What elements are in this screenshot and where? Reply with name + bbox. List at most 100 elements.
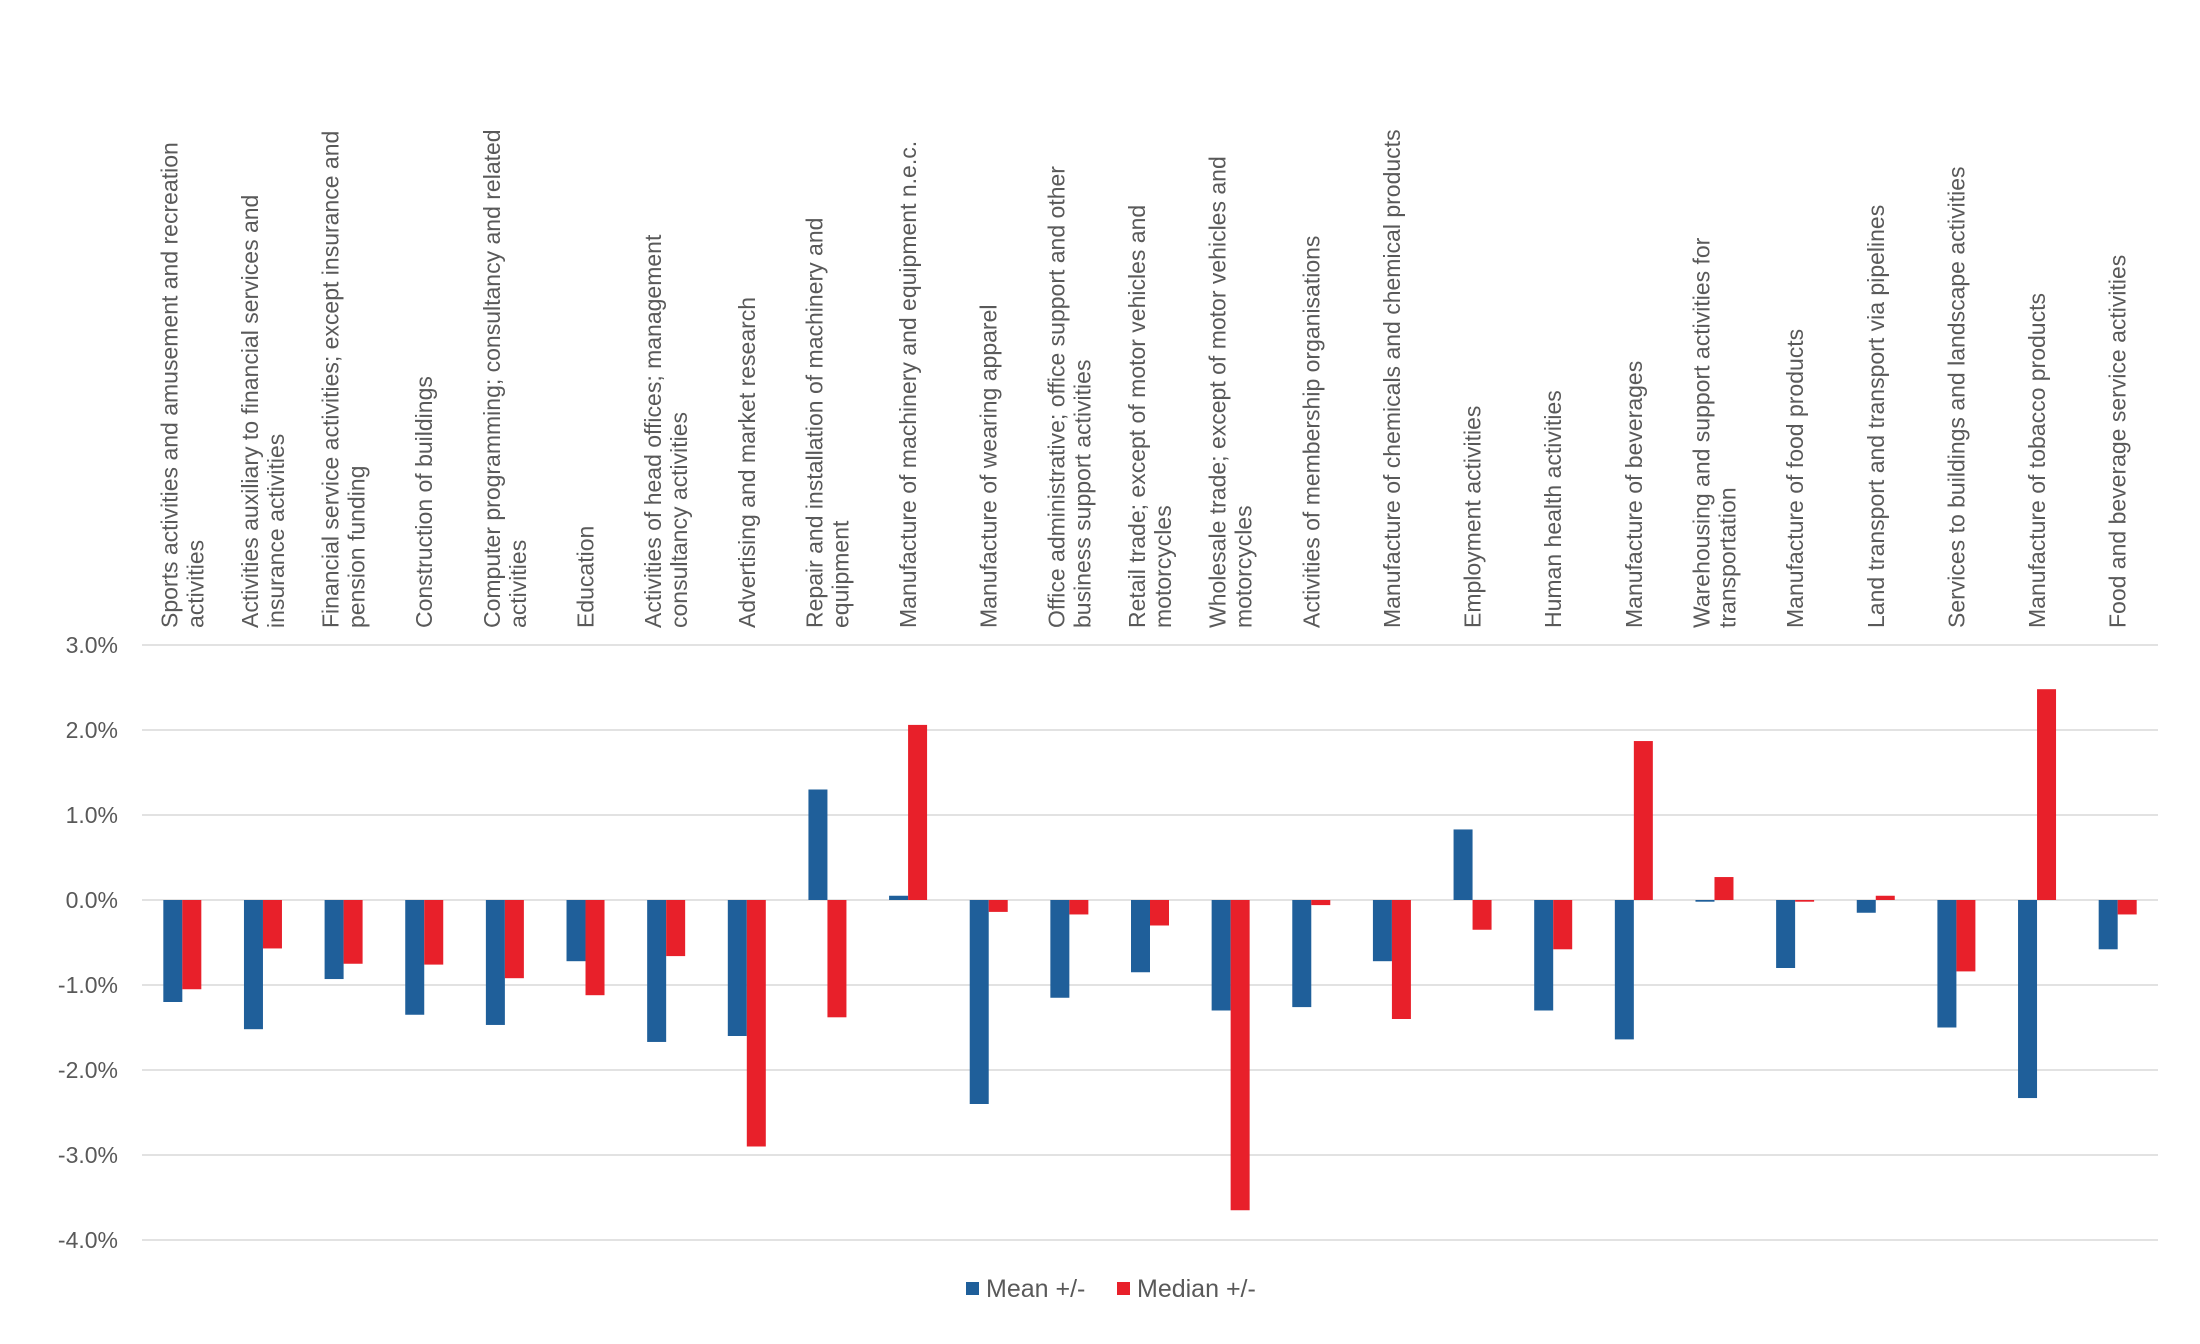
bar-median — [182, 900, 202, 990]
category-label: Manufacture of beverages — [1621, 361, 1647, 628]
category-label: Manufacture of chemicals and chemical pr… — [1379, 129, 1405, 628]
bar-mean — [1453, 829, 1473, 900]
category-label: Activities of head offices; management — [640, 234, 666, 628]
bar-mean — [2098, 900, 2118, 950]
bar-median — [1633, 741, 1653, 900]
category-label: transportation — [1714, 487, 1740, 628]
bar-mean — [889, 895, 909, 900]
category-label: Manufacture of food products — [1782, 329, 1808, 628]
category-label: Computer programming; consultancy and re… — [479, 129, 505, 628]
gridlines — [142, 644, 2158, 1241]
bar-median — [1553, 900, 1573, 950]
bar-median — [1714, 877, 1734, 900]
bar-median — [1875, 895, 1895, 900]
y-tick-label: -2.0% — [58, 1057, 118, 1083]
category-label: Wholesale trade; except of motor vehicle… — [1205, 156, 1231, 628]
category-label: Land transport and transport via pipelin… — [1863, 205, 1889, 628]
bar-median — [1150, 900, 1169, 926]
bar-mean — [566, 900, 586, 962]
legend: Mean +/- Median +/- — [966, 1275, 1256, 1303]
legend-label-mean: Mean +/- — [986, 1275, 1085, 1303]
bar-mean — [405, 900, 425, 1015]
y-tick-label: 3.0% — [66, 632, 118, 658]
category-label: Sports activities and amusement and recr… — [156, 142, 182, 628]
bar-mean — [1534, 900, 1554, 1011]
category-label: pension funding — [344, 466, 370, 628]
category-label: Construction of buildings — [411, 376, 437, 628]
y-tick-label: -3.0% — [58, 1142, 118, 1168]
bar-mean — [1614, 900, 1634, 1040]
category-label: Retail trade; except of motor vehicles a… — [1124, 205, 1150, 628]
category-label: equipment — [827, 520, 853, 628]
category-label: Manufacture of machinery and equipment n… — [895, 141, 921, 628]
bar-mean — [163, 900, 183, 1002]
y-tick-label: -4.0% — [58, 1227, 118, 1253]
category-label: activities — [505, 540, 531, 628]
bar-mean — [2018, 900, 2038, 1099]
bar-median — [1795, 900, 1815, 902]
bar-mean — [1856, 900, 1876, 913]
bar-median — [827, 900, 847, 1018]
category-label: consultancy activities — [666, 412, 692, 628]
bar-median — [1230, 900, 1250, 1211]
category-label: business support activities — [1069, 360, 1095, 628]
bar-mean — [647, 900, 667, 1042]
category-labels: Sports activities and amusement and recr… — [156, 129, 2130, 628]
category-label: Financial service activities; except ins… — [318, 131, 344, 628]
category-label: Education — [573, 526, 599, 628]
y-axis-tick-labels: 3.0% 2.0% 1.0% 0.0% -1.0% -2.0% -3.0% -4.0% — [58, 632, 118, 1253]
bar-median — [585, 900, 605, 996]
bar-median — [2117, 900, 2137, 915]
category-label: Employment activities — [1460, 406, 1486, 628]
y-tick-label: -1.0% — [58, 972, 118, 998]
y-tick-label: 1.0% — [66, 802, 118, 828]
bar-median — [908, 724, 928, 900]
bar-mean — [1211, 900, 1231, 1011]
bar-median — [988, 900, 1008, 912]
bar-median — [424, 900, 444, 965]
bar-mean — [1292, 900, 1312, 1008]
category-label: Services to buildings and landscape acti… — [1943, 166, 1969, 628]
legend-swatch-median — [1117, 1282, 1130, 1295]
bar-median — [1069, 900, 1089, 915]
category-label: Human health activities — [1540, 390, 1566, 628]
bar-mean — [485, 900, 505, 1025]
category-label: Activities auxiliary to financial servic… — [237, 195, 263, 628]
category-label: Activities of membership organisations — [1298, 236, 1324, 628]
legend-swatch-mean — [966, 1282, 979, 1295]
bar-median — [1956, 900, 1976, 972]
bar-mean — [1937, 900, 1957, 1028]
bar-mean — [1372, 900, 1392, 962]
bar-mean — [243, 900, 263, 1030]
category-label: Warehousing and support activities for — [1688, 237, 1714, 628]
category-label: insurance activities — [263, 434, 289, 628]
category-label: Office administrative; office support an… — [1043, 166, 1069, 628]
bar-median — [1391, 900, 1411, 1019]
bar-median — [343, 900, 363, 964]
category-label: Advertising and market research — [734, 297, 760, 628]
bar-median — [746, 900, 766, 1147]
bar-median — [1472, 900, 1492, 930]
bar-mean — [969, 900, 989, 1104]
legend-label-median: Median +/- — [1137, 1275, 1256, 1303]
bar-mean — [727, 900, 747, 1036]
bars — [163, 689, 2137, 1211]
bar-median — [1311, 900, 1331, 906]
category-label: activities — [182, 540, 208, 628]
bar-median — [504, 900, 524, 979]
category-label: Manufacture of wearing apparel — [976, 305, 1002, 628]
bar-mean — [324, 900, 344, 980]
bar-mean — [1050, 900, 1070, 998]
y-tick-label: 0.0% — [66, 887, 118, 913]
bar-mean — [1695, 900, 1715, 902]
bar-mean — [1776, 900, 1796, 968]
bar-mean — [1131, 900, 1150, 973]
category-label: motorcycles — [1150, 505, 1176, 628]
bar-mean — [808, 789, 828, 900]
category-label: Repair and installation of machinery and — [801, 218, 827, 628]
bar-median — [666, 900, 686, 957]
category-label: motorcycles — [1231, 505, 1257, 628]
bar-median — [262, 900, 282, 949]
category-label: Food and beverage service activities — [2105, 255, 2131, 628]
